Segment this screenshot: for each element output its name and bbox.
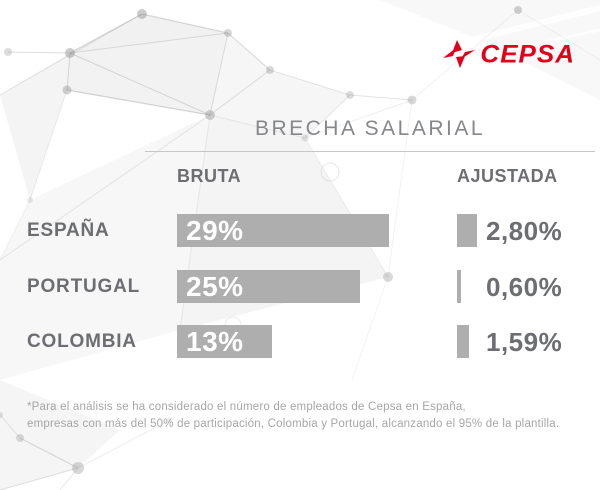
footnote-line-1: *Para el análisis se ha considerado el n… (27, 401, 466, 413)
bruta-value-label: 13% (186, 326, 244, 357)
country-label: PORTUGAL (27, 276, 141, 297)
chart-title: BRECHA SALARIAL (254, 117, 486, 140)
cepsa-logo: CEPSA (443, 40, 575, 68)
footnote-line-2: empresas con más del 50% de participació… (27, 418, 560, 430)
chart-row-portugal: PORTUGAL 25% 0,60% (0, 270, 600, 303)
ajustada-value-label: 2,80% (486, 216, 563, 246)
country-label: ESPAÑA (27, 220, 110, 241)
cepsa-logo-text: CEPSA (480, 39, 575, 69)
bruta-bar: 13% (177, 325, 272, 358)
bruta-value-label: 29% (186, 215, 244, 246)
title-divider (145, 151, 595, 152)
bruta-bar: 29% (177, 214, 389, 247)
ajustada-value-label: 1,59% (486, 327, 563, 357)
ajustada-value-label: 0,60% (486, 272, 563, 302)
country-label: COLOMBIA (27, 331, 137, 352)
chart-row-espana: ESPAÑA 29% 2,80% (0, 214, 600, 247)
column-header-ajustada: AJUSTADA (457, 166, 558, 186)
cepsa-logo-mark-icon (443, 40, 476, 68)
bruta-value-label: 25% (186, 271, 244, 302)
column-header-bruta: BRUTA (177, 166, 242, 186)
ajustada-bar (457, 214, 477, 247)
chart-row-colombia: COLOMBIA 13% 1,59% (0, 325, 600, 358)
ajustada-bar (457, 270, 461, 303)
bruta-bar: 25% (177, 270, 360, 303)
ajustada-bar (457, 325, 469, 358)
footnote: *Para el análisis se ha considerado el n… (27, 399, 587, 433)
